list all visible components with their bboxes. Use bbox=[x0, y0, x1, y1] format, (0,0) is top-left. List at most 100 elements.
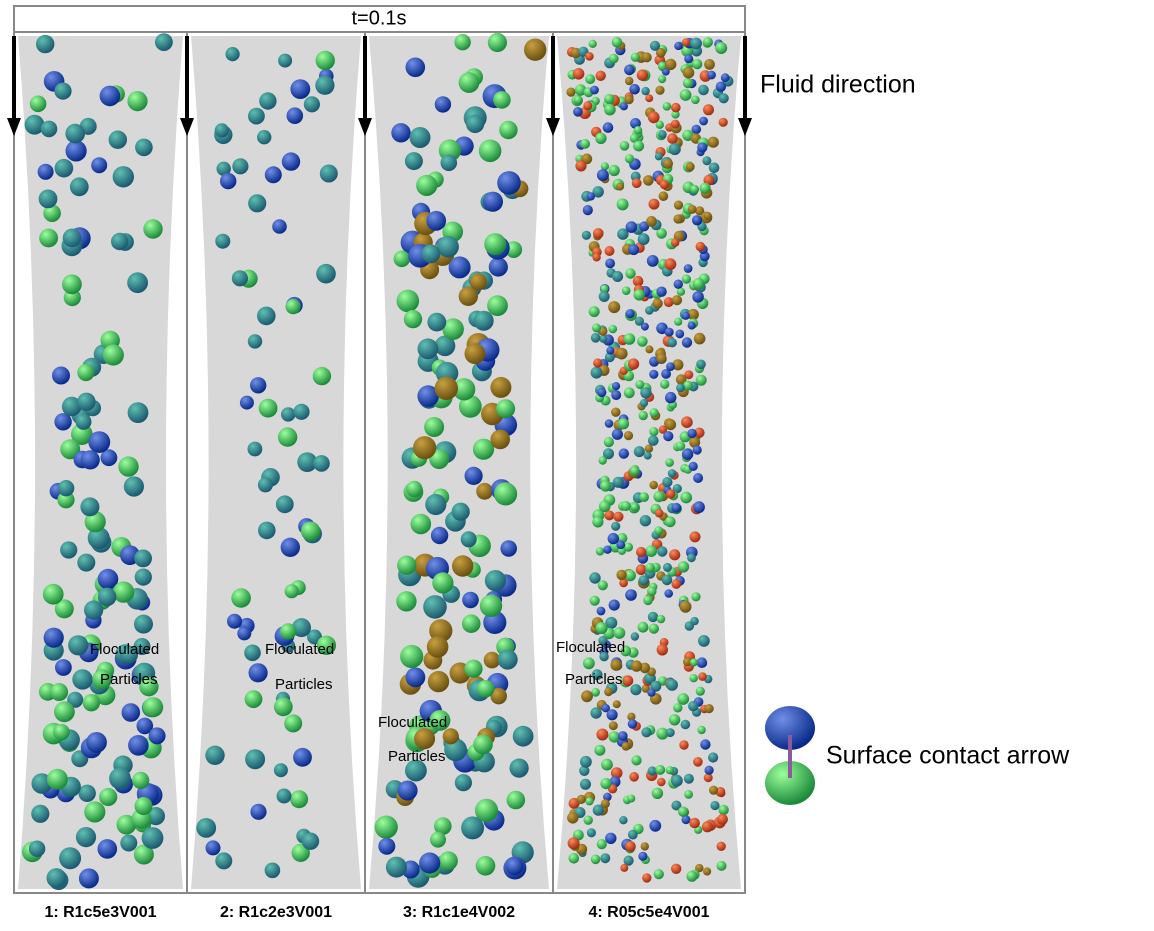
particle bbox=[657, 61, 667, 71]
particle bbox=[679, 600, 692, 613]
particle bbox=[687, 321, 696, 330]
particle bbox=[132, 771, 150, 790]
particle bbox=[666, 679, 678, 691]
particle bbox=[590, 707, 602, 719]
particle bbox=[84, 511, 106, 533]
particle bbox=[60, 541, 78, 559]
particle bbox=[710, 800, 720, 811]
particle bbox=[477, 680, 495, 698]
particle bbox=[707, 70, 716, 80]
particle bbox=[312, 366, 332, 386]
particle bbox=[237, 626, 252, 641]
particle bbox=[247, 334, 263, 349]
particle bbox=[708, 162, 720, 174]
particle bbox=[693, 473, 704, 483]
particle bbox=[414, 728, 436, 750]
particle bbox=[120, 834, 138, 852]
particle bbox=[419, 852, 441, 874]
particle bbox=[718, 117, 728, 127]
particle bbox=[293, 403, 310, 420]
particle bbox=[677, 561, 690, 573]
particle bbox=[585, 797, 594, 806]
particle bbox=[695, 206, 705, 216]
particle bbox=[405, 759, 427, 782]
particle bbox=[691, 124, 702, 135]
particle bbox=[687, 308, 699, 321]
particle bbox=[497, 649, 518, 670]
particle bbox=[613, 627, 626, 639]
particle bbox=[112, 166, 134, 188]
particle bbox=[619, 578, 628, 588]
particle bbox=[258, 398, 278, 418]
particle bbox=[645, 306, 654, 315]
particle bbox=[610, 659, 622, 671]
particle bbox=[699, 182, 711, 194]
particle bbox=[133, 638, 151, 655]
particle bbox=[487, 32, 507, 53]
particle bbox=[608, 599, 620, 611]
particle bbox=[594, 744, 606, 756]
particle bbox=[701, 821, 713, 833]
particle bbox=[434, 376, 458, 400]
particle bbox=[685, 162, 695, 172]
particle bbox=[258, 521, 276, 540]
particle bbox=[629, 133, 640, 143]
particle bbox=[472, 438, 495, 460]
particle bbox=[604, 246, 615, 256]
particle bbox=[143, 697, 164, 718]
particle bbox=[54, 701, 75, 723]
particle bbox=[640, 842, 649, 851]
annotation: Particles bbox=[100, 671, 158, 688]
particle bbox=[624, 154, 635, 164]
particle bbox=[290, 79, 311, 99]
particle bbox=[273, 763, 288, 778]
particle bbox=[396, 289, 420, 313]
particle bbox=[606, 346, 615, 355]
particle bbox=[112, 581, 135, 603]
particle bbox=[687, 553, 696, 563]
particle bbox=[624, 64, 635, 76]
particle bbox=[623, 542, 634, 552]
particle bbox=[690, 37, 702, 50]
particle bbox=[68, 635, 89, 656]
particle bbox=[590, 366, 603, 379]
particle bbox=[691, 95, 700, 105]
particle bbox=[196, 818, 217, 838]
particle bbox=[629, 466, 640, 476]
annotation: Particles bbox=[565, 671, 623, 688]
particle bbox=[216, 161, 231, 176]
particle bbox=[665, 766, 674, 775]
particle bbox=[454, 34, 471, 51]
particle bbox=[703, 37, 713, 48]
particle bbox=[214, 123, 229, 138]
particle bbox=[676, 287, 686, 296]
particle bbox=[396, 591, 417, 612]
particle bbox=[264, 166, 282, 184]
particle bbox=[227, 613, 242, 629]
particle bbox=[478, 139, 502, 163]
particle bbox=[610, 767, 623, 779]
particle bbox=[484, 570, 506, 592]
particle bbox=[689, 436, 701, 448]
particle bbox=[598, 500, 611, 513]
particle bbox=[426, 210, 447, 231]
particle bbox=[698, 672, 707, 681]
particle bbox=[46, 868, 67, 888]
particle bbox=[690, 658, 698, 667]
particle bbox=[497, 171, 521, 195]
particle bbox=[718, 93, 729, 104]
particle bbox=[231, 588, 251, 608]
particle bbox=[595, 547, 605, 556]
particle bbox=[231, 270, 248, 287]
particle bbox=[665, 391, 677, 404]
particle bbox=[654, 508, 664, 518]
particle bbox=[464, 659, 483, 678]
particle bbox=[638, 575, 649, 586]
particle bbox=[683, 264, 693, 273]
particle bbox=[647, 766, 657, 776]
particle bbox=[637, 621, 649, 633]
particle bbox=[656, 727, 669, 740]
particle bbox=[488, 257, 508, 277]
particle bbox=[662, 477, 673, 488]
particle bbox=[589, 595, 600, 606]
